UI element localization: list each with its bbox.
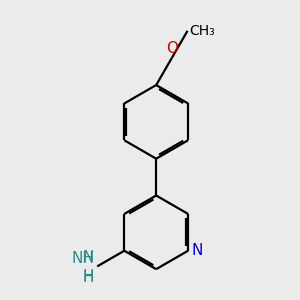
Text: H: H — [82, 270, 94, 285]
Text: N: N — [83, 250, 94, 265]
Text: CH₃: CH₃ — [190, 24, 215, 38]
Text: H: H — [83, 269, 94, 284]
Text: N: N — [191, 243, 202, 258]
Text: O: O — [166, 41, 178, 56]
Text: NH: NH — [71, 251, 94, 266]
